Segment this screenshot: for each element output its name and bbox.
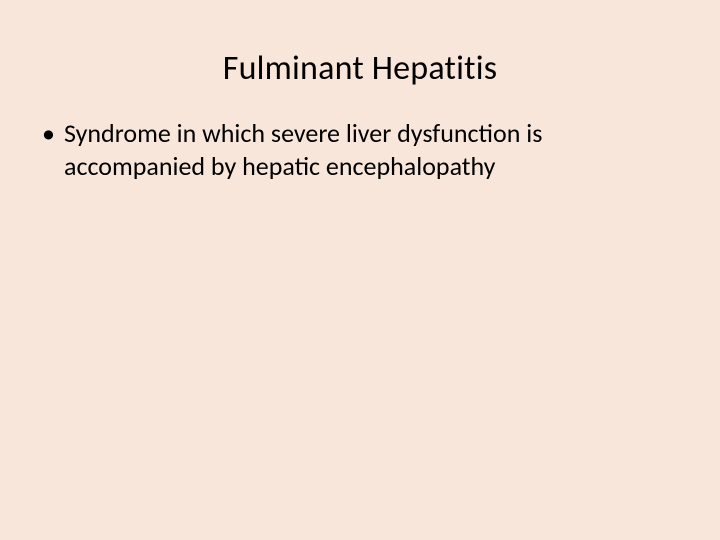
bullet-list: Syndrome in which severe liver dysfuncti… (36, 117, 684, 182)
slide-container: Fulminant Hepatitis Syndrome in which se… (0, 0, 720, 540)
slide-title: Fulminant Hepatitis (36, 48, 684, 89)
bullet-item: Syndrome in which severe liver dysfuncti… (36, 117, 684, 182)
